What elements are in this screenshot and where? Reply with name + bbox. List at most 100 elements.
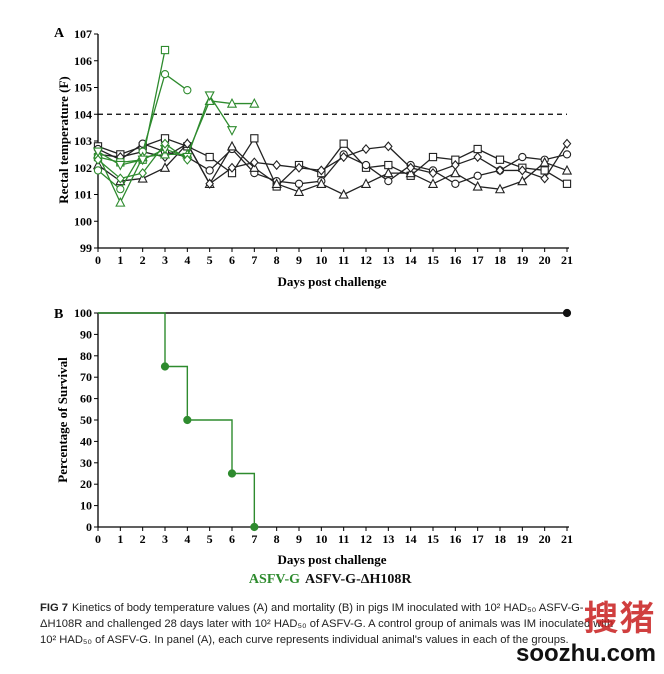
point-asfv-g-triangle-down xyxy=(115,160,126,171)
point-asfv-g-circle xyxy=(160,69,170,79)
point-asfv-g-dh108r-triangle xyxy=(517,175,528,186)
panel-a-y-tick-label: 100 xyxy=(74,214,92,228)
point-asfv-g-circle xyxy=(183,86,192,95)
panel-b-y-tick-label: 100 xyxy=(74,306,92,320)
panel-a-y-tick-label: 105 xyxy=(74,81,92,95)
point-asfv-g-dh108r-triangle xyxy=(271,178,282,188)
point-asfv-g-dh108r-triangle xyxy=(427,178,439,188)
point-asfv-g-dh108r-square xyxy=(428,152,438,162)
panel-b-x-tick-label: 10 xyxy=(315,532,327,546)
survival-point-asfv-g xyxy=(227,469,237,478)
point-asfv-g-dh108r-diamond xyxy=(518,165,527,176)
panel-b-x-tick-label: 16 xyxy=(449,532,461,546)
panel-b-x-tick-label: 17 xyxy=(472,532,484,546)
panel-b-y-tick-label: 70 xyxy=(80,370,92,384)
panel-b-x-tick-label: 13 xyxy=(382,532,394,546)
point-asfv-g-dh108r-triangle xyxy=(472,180,483,191)
panel-b-axes: 0 1 2 3 4 5 6 7 8 9 10 11 12 13 14 15 16 17 18 19 20 21010203… xyxy=(74,306,573,546)
point-asfv-g-dh108r-circle xyxy=(361,160,371,170)
point-asfv-g-dh108r-triangle xyxy=(159,162,171,172)
panel-a-y-tick-label: 99 xyxy=(80,241,92,255)
point-asfv-g-triangle xyxy=(115,196,126,207)
panel-a-x-tick-label: 17 xyxy=(472,253,484,267)
point-asfv-g-triangle-down xyxy=(226,126,238,136)
point-asfv-g-diamond xyxy=(183,154,192,165)
point-asfv-g-dh108r-triangle xyxy=(494,183,506,194)
panel-b-y-tick-label: 10 xyxy=(80,499,92,513)
panel-b-y-tick-label: 20 xyxy=(80,477,92,491)
point-asfv-g-dh108r-diamond xyxy=(250,157,259,168)
point-asfv-g-dh108r-diamond xyxy=(540,173,549,184)
legend: ASFV-G ASFV-G-ΔH108R xyxy=(249,572,412,587)
caption-label: FIG 7 xyxy=(40,602,68,614)
panel-b-x-tick-label: 9 xyxy=(296,532,302,546)
series-line-asfv-g-dh108r-square xyxy=(97,136,568,188)
series-line-asfv-g-dh108r-diamond xyxy=(97,142,568,185)
panel-a-x-tick-label: 8 xyxy=(274,253,280,267)
point-asfv-g-dh108r-square xyxy=(250,134,259,143)
series-line-asfv-g-square xyxy=(97,49,166,164)
panel-a-x-tick-label: 10 xyxy=(315,253,327,267)
panel-b-x-axis-label: Days post challenge xyxy=(277,552,386,567)
point-asfv-g-dh108r-square xyxy=(473,144,482,154)
point-asfv-g-dh108r-circle xyxy=(205,166,214,175)
panel-a-y-tick-label: 107 xyxy=(74,27,92,41)
point-asfv-g-dh108r-diamond xyxy=(361,143,371,155)
survival-point-asfv-g xyxy=(250,522,259,532)
panel-b-x-tick-label: 18 xyxy=(494,532,506,546)
panel-b-label: B xyxy=(54,307,63,322)
panel-a-y-tick-label: 106 xyxy=(74,54,92,68)
panel-b-y-tick-label: 60 xyxy=(80,392,92,406)
panel-b-x-tick-label: 14 xyxy=(405,532,417,546)
point-asfv-g-triangle xyxy=(249,97,260,108)
panel-a-x-tick-label: 13 xyxy=(382,253,394,267)
panel-a-label: A xyxy=(54,26,65,41)
series-line-asfv-g-dh108r-triangle xyxy=(97,142,568,196)
point-asfv-g-dh108r-diamond xyxy=(406,162,415,173)
caption-text: Kinetics of body temperature values (A) … xyxy=(40,602,614,646)
point-asfv-g-dh108r-triangle xyxy=(383,167,394,178)
survival-step-asfv-g xyxy=(98,312,256,527)
panel-b-y-tick-label: 30 xyxy=(80,456,92,470)
panel-a-x-tick-label: 6 xyxy=(229,253,235,267)
panel-b-x-tick-label: 2 xyxy=(140,532,146,546)
panel-a-x-axis-label: Days post challenge xyxy=(277,274,386,289)
panel-a-y-tick-label: 102 xyxy=(74,161,92,175)
panel-b-x-tick-label: 0 xyxy=(95,532,101,546)
point-asfv-g-dh108r-triangle xyxy=(539,156,550,167)
panel-a-x-tick-label: 14 xyxy=(405,253,417,267)
panel-a-x-tick-label: 20 xyxy=(539,253,551,267)
point-asfv-g-dh108r-triangle xyxy=(316,178,327,188)
panel-a-x-tick-label: 21 xyxy=(561,253,573,267)
point-asfv-g-dh108r-square xyxy=(540,166,549,175)
point-asfv-g-dh108r-diamond xyxy=(473,152,482,163)
survival-point-asfv-g-dh108r xyxy=(562,308,572,318)
point-asfv-g-diamond xyxy=(116,173,125,184)
panel-b: B Percentage of Survival Days post chall… xyxy=(54,306,573,587)
panel-b-x-tick-label: 7 xyxy=(251,532,257,546)
panel-a: A Rectal temperature (F) Days post chall… xyxy=(54,26,573,289)
survival-point-asfv-g xyxy=(160,362,170,371)
point-asfv-g-dh108r-diamond xyxy=(272,160,281,171)
point-asfv-g-triangle-down xyxy=(137,155,148,166)
panel-a-y-tick-label: 104 xyxy=(74,107,92,121)
panel-b-x-tick-label: 4 xyxy=(184,532,190,546)
panel-b-x-tick-label: 11 xyxy=(338,532,349,546)
panel-b-y-tick-label: 40 xyxy=(80,434,92,448)
point-asfv-g-dh108r-diamond xyxy=(428,168,438,179)
panel-b-y-tick-label: 0 xyxy=(86,520,92,534)
panel-a-x-tick-label: 5 xyxy=(207,253,213,267)
panel-b-x-tick-label: 12 xyxy=(360,532,372,546)
panel-a-x-tick-label: 19 xyxy=(516,253,528,267)
point-asfv-g-square xyxy=(160,45,170,55)
point-asfv-g-dh108r-circle xyxy=(451,179,460,188)
panel-b-x-tick-label: 1 xyxy=(117,532,123,546)
panel-b-x-tick-label: 8 xyxy=(274,532,280,546)
point-asfv-g-dh108r-square xyxy=(205,152,214,162)
point-asfv-g-dh108r-square xyxy=(495,155,505,164)
panel-a-y-tick-label: 101 xyxy=(74,188,92,202)
panel-a-x-tick-label: 12 xyxy=(360,253,372,267)
point-asfv-g-dh108r-triangle xyxy=(561,164,573,175)
point-asfv-g-triangle xyxy=(226,97,238,108)
panel-a-x-tick-label: 1 xyxy=(117,253,123,267)
